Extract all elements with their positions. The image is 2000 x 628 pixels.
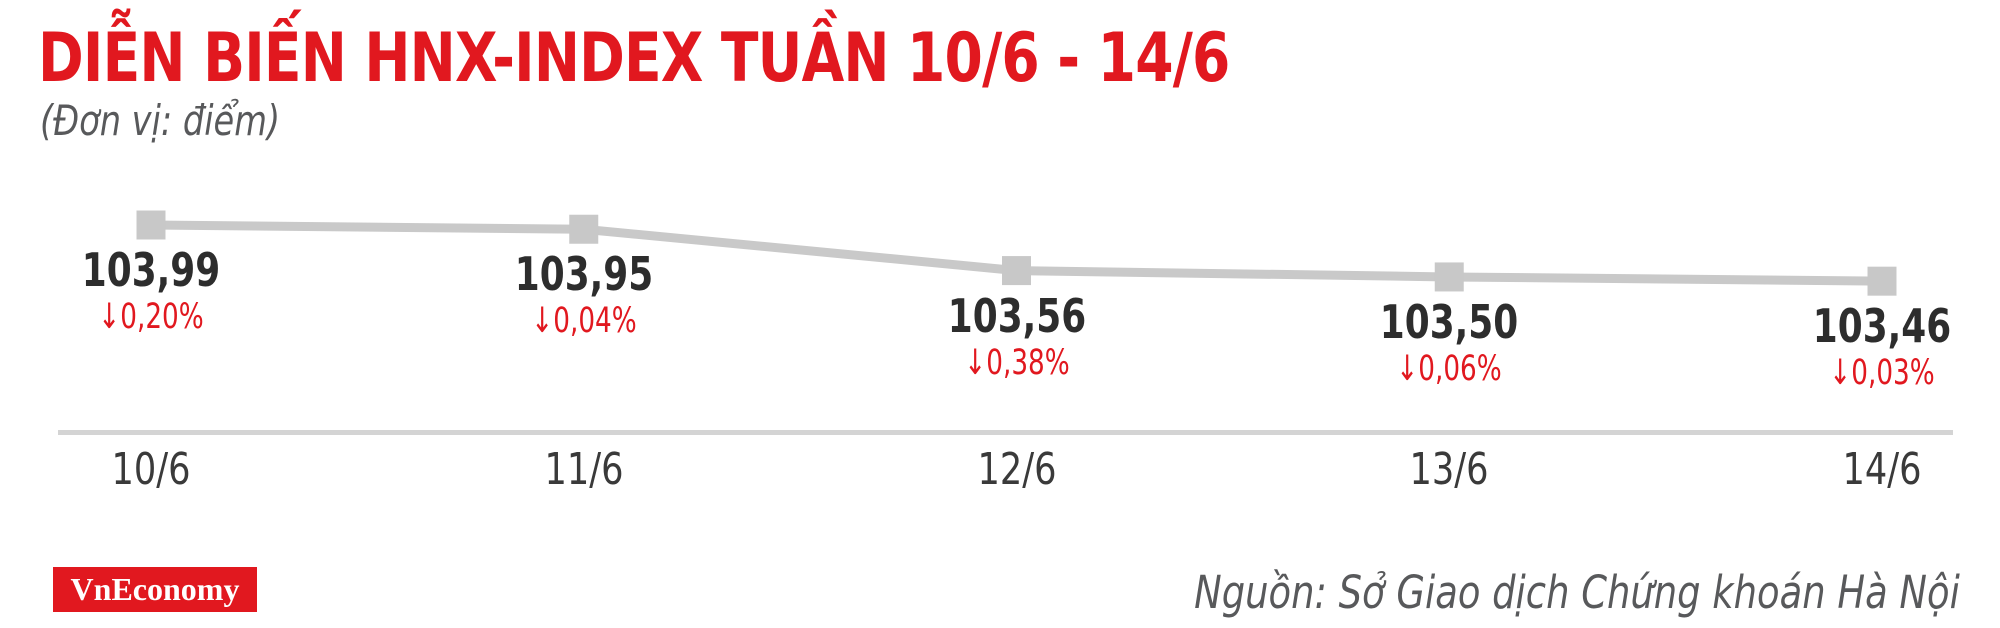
data-point-marker <box>1002 256 1031 286</box>
data-point-marker <box>1867 266 1897 296</box>
point-value-label: 103,56 <box>947 288 1086 343</box>
point-value-label: 103,95 <box>514 247 653 302</box>
point-change-label: ↓0,20% <box>98 297 204 337</box>
point-value-label: 103,46 <box>1812 299 1952 354</box>
point-value-label: 103,99 <box>81 243 221 297</box>
point-change-label: ↓0,04% <box>531 301 637 342</box>
data-point-marker <box>569 214 599 244</box>
chart-title: DIỄN BIẾN HNX-INDEX TUẦN 10/6 - 14/6 <box>38 19 1230 98</box>
chart-unit-label: (Đơn vị: điểm) <box>40 96 281 145</box>
x-axis-line <box>58 430 1953 435</box>
point-value-label: 103,50 <box>1380 294 1519 349</box>
source-attribution: Nguồn: Sở Giao dịch Chứng khoán Hà Nội <box>1194 566 1960 619</box>
point-change-label: ↓0,06% <box>1396 348 1502 389</box>
x-axis-tick-label: 11/6 <box>544 444 624 495</box>
data-point-marker <box>136 210 166 240</box>
x-axis-tick-label: 14/6 <box>1842 444 1922 495</box>
x-axis-tick-label: 10/6 <box>111 444 191 495</box>
x-axis-tick-label: 12/6 <box>976 444 1057 495</box>
point-change-label: ↓0,03% <box>1829 353 1935 394</box>
vneconomy-logo: VnEconomy <box>53 567 257 612</box>
x-axis-tick-label: 13/6 <box>1409 444 1489 495</box>
data-point-marker <box>1434 262 1464 292</box>
point-change-label: ↓0,38% <box>963 342 1070 383</box>
